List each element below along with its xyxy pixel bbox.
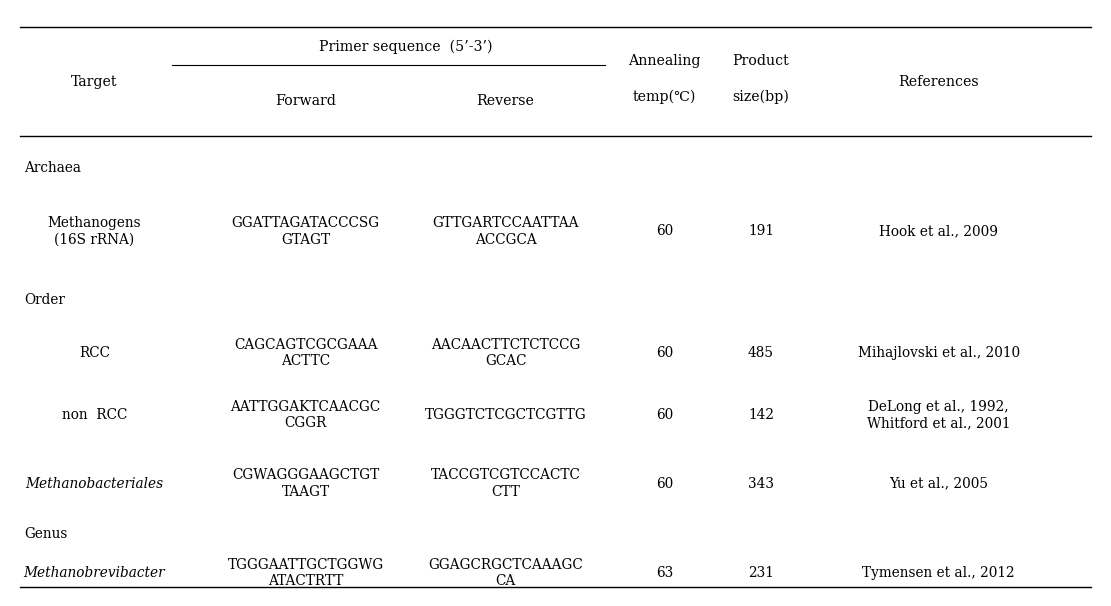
Text: Target: Target xyxy=(71,75,118,89)
Text: Hook et al., 2009: Hook et al., 2009 xyxy=(879,224,999,239)
Text: CAGCAGTCGCGAAA
ACTTC: CAGCAGTCGCGAAA ACTTC xyxy=(233,338,378,368)
Text: size(bp): size(bp) xyxy=(732,90,790,104)
Text: Forward: Forward xyxy=(276,94,336,108)
Text: 191: 191 xyxy=(748,224,774,239)
Text: CGWAGGGAAGCTGT
TAAGT: CGWAGGGAAGCTGT TAAGT xyxy=(232,468,379,499)
Text: 485: 485 xyxy=(748,345,774,360)
Text: AACAACTTCTCTCCG
GCAC: AACAACTTCTCTCCG GCAC xyxy=(431,338,580,368)
Text: Methanobrevibacter: Methanobrevibacter xyxy=(23,565,166,580)
Text: 60: 60 xyxy=(655,345,673,360)
Text: TACCGTCGTCCACTC
CTT: TACCGTCGTCCACTC CTT xyxy=(431,468,580,499)
Text: Archaea: Archaea xyxy=(24,161,81,176)
Text: Methanogens
(16S rRNA): Methanogens (16S rRNA) xyxy=(48,216,141,247)
Text: Yu et al., 2005: Yu et al., 2005 xyxy=(889,476,989,491)
Text: TGGGTCTCGCTCGTTG: TGGGTCTCGCTCGTTG xyxy=(424,408,587,422)
Text: Product: Product xyxy=(732,53,790,68)
Text: 142: 142 xyxy=(748,408,774,422)
Text: Annealing: Annealing xyxy=(628,53,701,68)
Text: TGGGAATTGCTGGWG
ATACTRTT: TGGGAATTGCTGGWG ATACTRTT xyxy=(228,558,383,588)
Text: non  RCC: non RCC xyxy=(62,408,127,422)
Text: References: References xyxy=(899,75,979,89)
Text: Reverse: Reverse xyxy=(477,94,534,108)
Text: 231: 231 xyxy=(748,565,774,580)
Text: GTTGARTCCAATTAA
ACCGCA: GTTGARTCCAATTAA ACCGCA xyxy=(432,216,579,247)
Text: DeLong et al., 1992,
Whitford et al., 2001: DeLong et al., 1992, Whitford et al., 20… xyxy=(867,400,1011,430)
Text: Primer sequence  (5’-3’): Primer sequence (5’-3’) xyxy=(319,39,492,53)
Text: 63: 63 xyxy=(655,565,673,580)
Text: RCC: RCC xyxy=(79,345,110,360)
Text: 60: 60 xyxy=(655,408,673,422)
Text: GGATTAGATACCCSG
GTAGT: GGATTAGATACCCSG GTAGT xyxy=(231,216,380,247)
Text: 343: 343 xyxy=(748,476,774,491)
Text: Order: Order xyxy=(24,293,66,307)
Text: temp(℃): temp(℃) xyxy=(632,90,697,104)
Text: AATTGGAKTCAACGC
CGGR: AATTGGAKTCAACGC CGGR xyxy=(230,400,381,430)
Text: 60: 60 xyxy=(655,224,673,239)
Text: Genus: Genus xyxy=(24,527,68,542)
Text: Tymensen et al., 2012: Tymensen et al., 2012 xyxy=(862,565,1015,580)
Text: Methanobacteriales: Methanobacteriales xyxy=(26,476,163,491)
Text: GGAGCRGCTCAAAGC
CA: GGAGCRGCTCAAAGC CA xyxy=(428,558,583,588)
Text: 60: 60 xyxy=(655,476,673,491)
Text: Mihajlovski et al., 2010: Mihajlovski et al., 2010 xyxy=(858,345,1020,360)
